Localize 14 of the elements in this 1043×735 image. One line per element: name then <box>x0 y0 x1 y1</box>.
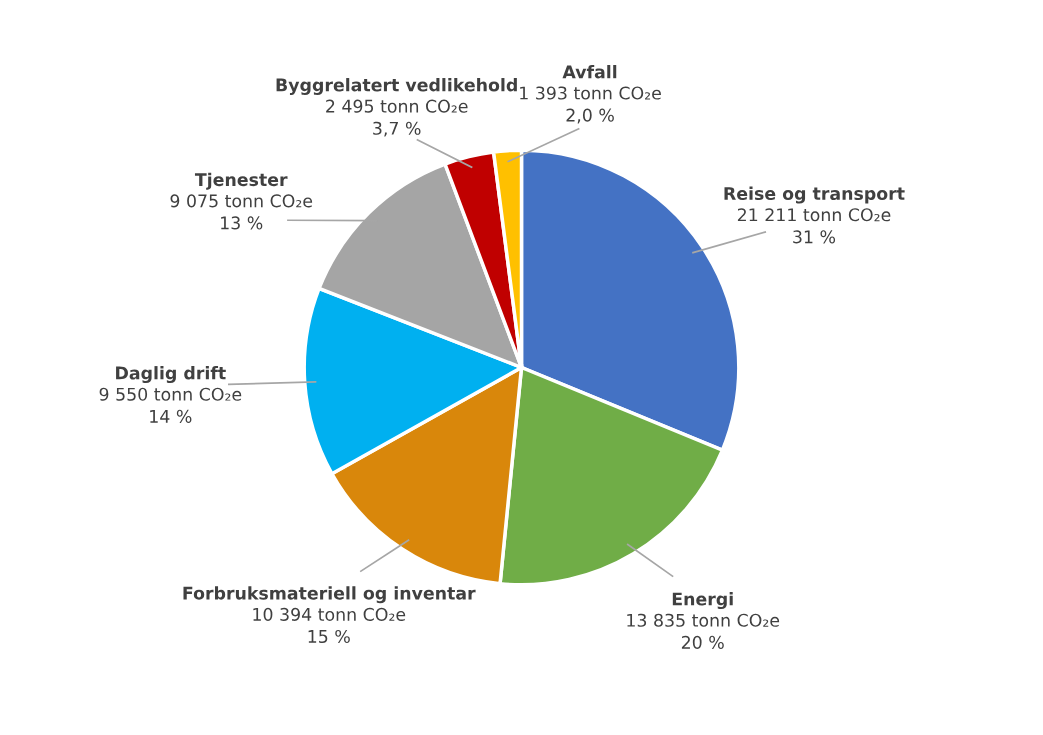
slice-label: Energi <box>672 592 733 610</box>
slice-label: Avfall <box>562 65 617 79</box>
data-label: 1 393 tonn CO₂e 2,0 % <box>520 86 661 124</box>
slice-label: Byggrelatert vedlikehold <box>276 78 517 95</box>
data-label: 9 550 tonn CO₂e 14 % <box>99 387 242 423</box>
data-label: 10 394 tonn CO₂e 15 % <box>253 607 406 644</box>
data-label: 2 495 tonn CO₂e 3,7 % <box>326 99 468 137</box>
data-label: 13 835 tonn CO₂e 20 % <box>627 613 780 649</box>
slice-label: Tjenester <box>194 172 288 190</box>
slice-label: Forbruksmateriell og inventar <box>183 586 476 604</box>
slice-label: Reise og transport <box>724 186 905 204</box>
data-label: 21 211 tonn CO₂e 31 % <box>737 208 891 244</box>
slice-label: Daglig drift <box>116 366 226 384</box>
data-label: 9 075 tonn CO₂e 13 % <box>170 194 313 230</box>
